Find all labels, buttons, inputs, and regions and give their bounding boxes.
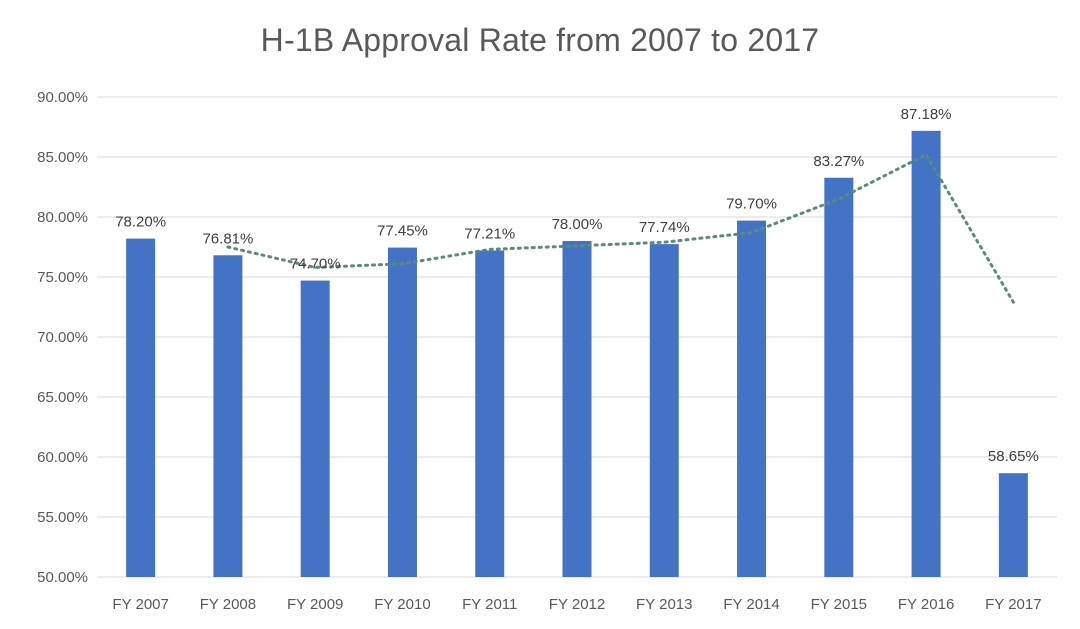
y-axis-ticks: 50.00% 55.00% 60.00% 65.00% 70.00% 75.00% 80.0…	[37, 89, 88, 586]
y-tick-label: 50.00%	[37, 569, 88, 586]
data-label: 77.21%	[464, 225, 515, 242]
x-tick-label: FY 2007	[112, 596, 168, 613]
bar	[300, 280, 330, 577]
data-label: 79.70%	[726, 196, 777, 213]
x-tick-label: FY 2008	[200, 596, 256, 613]
bar	[649, 244, 679, 577]
x-tick-label: FY 2015	[811, 596, 867, 613]
x-axis-ticks: FY 2007 FY 2008 FY 2009 FY 2010 FY 2011 FY 20…	[112, 596, 1041, 613]
data-label: 77.74%	[639, 219, 690, 236]
bars	[126, 130, 1028, 578]
y-tick-label: 55.00%	[37, 509, 88, 526]
data-label: 77.45%	[377, 223, 428, 240]
x-tick-label: FY 2016	[898, 596, 954, 613]
x-tick-label: FY 2017	[985, 596, 1041, 613]
data-label: 78.00%	[552, 216, 603, 233]
trendline-group	[226, 152, 1015, 304]
y-tick-label: 85.00%	[37, 149, 88, 166]
data-labels: 78.20% 76.81% 74.70% 77.45% 77.21% 78.00% 77.7…	[115, 106, 1039, 465]
bar	[737, 220, 767, 577]
data-label: 87.18%	[901, 106, 952, 123]
data-label: 78.20%	[115, 214, 166, 231]
bar	[562, 241, 592, 577]
y-tick-label: 70.00%	[37, 329, 88, 346]
chart-title: H-1B Approval Rate from 2007 to 2017	[260, 22, 820, 58]
bar	[998, 473, 1028, 577]
x-tick-label: FY 2009	[287, 596, 343, 613]
y-tick-label: 65.00%	[37, 389, 88, 406]
data-label: 76.81%	[202, 230, 253, 247]
y-tick-label: 90.00%	[37, 89, 88, 106]
trendline	[226, 152, 1015, 304]
y-tick-label: 80.00%	[37, 209, 88, 226]
data-label: 58.65%	[988, 448, 1039, 465]
bar	[126, 238, 156, 577]
bar	[475, 250, 505, 578]
bar	[911, 130, 941, 577]
x-tick-label: FY 2010	[374, 596, 430, 613]
y-tick-label: 75.00%	[37, 269, 88, 286]
bar	[824, 177, 854, 577]
x-tick-label: FY 2012	[549, 596, 605, 613]
data-label: 83.27%	[813, 153, 864, 170]
data-label: 74.70%	[290, 256, 341, 273]
y-tick-label: 60.00%	[37, 449, 88, 466]
bar	[387, 247, 417, 577]
x-tick-label: FY 2013	[636, 596, 692, 613]
x-tick-label: FY 2014	[723, 596, 779, 613]
x-tick-label: FY 2011	[462, 596, 517, 613]
bar	[213, 255, 243, 577]
